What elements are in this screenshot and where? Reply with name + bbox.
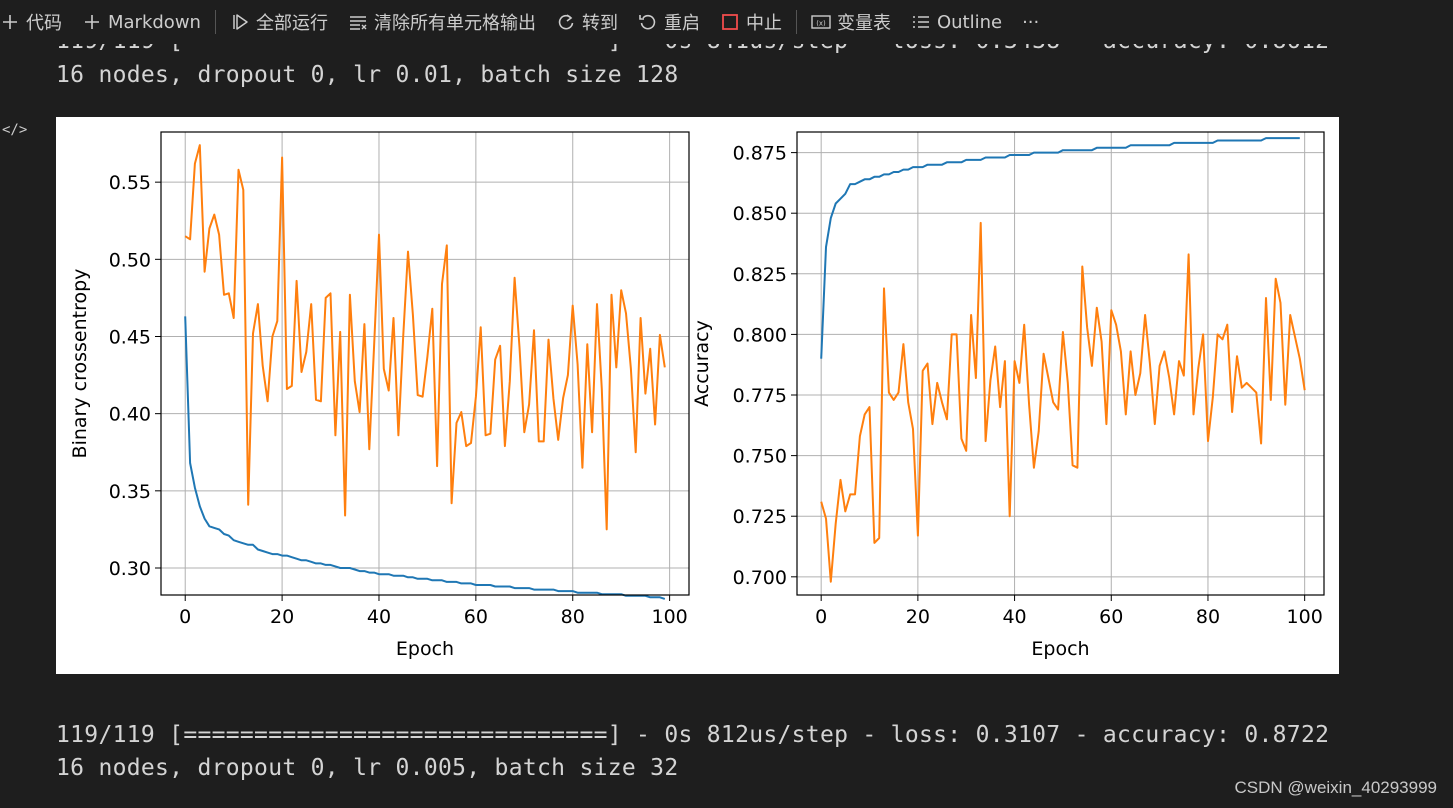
x-axis-label: Epoch — [1031, 638, 1089, 660]
add-markdown-cell-button[interactable]: Markdown — [72, 0, 211, 44]
restart-label: 重启 — [663, 13, 700, 34]
variables-label: 变量表 — [836, 13, 891, 34]
x-tick-label: 20 — [270, 606, 294, 628]
axes-frame — [160, 131, 690, 596]
outline-list-icon — [911, 12, 931, 32]
y-tick-label: 0.700 — [733, 567, 787, 589]
code-output-icon[interactable]: </> — [2, 122, 28, 138]
restart-icon — [638, 12, 658, 32]
add-code-cell-button[interactable]: 代码 — [0, 0, 72, 44]
variables-button[interactable]: (x) 变量表 — [801, 0, 901, 44]
x-tick-label: 0 — [179, 606, 191, 628]
svg-text:(x): (x) — [816, 20, 826, 28]
plus-icon — [0, 12, 20, 32]
x-axis-label: Epoch — [396, 638, 454, 660]
watermark: CSDN @weixin_40293999 — [1234, 778, 1437, 797]
y-tick-label: 0.725 — [733, 506, 787, 528]
x-tick-label: 20 — [906, 606, 930, 628]
y-tick-label: 0.850 — [733, 203, 787, 225]
figure-svg: 0 20 40 60 80 100 0.30 0.35 0.40 0.45 0.50 0.55 Epoc… — [69, 131, 1325, 660]
goto-icon — [556, 12, 576, 32]
axes-frame — [796, 131, 1325, 596]
train-series-line — [820, 137, 1300, 359]
validation-series-line — [820, 221, 1306, 583]
x-tick-label: 100 — [1287, 606, 1323, 628]
run-all-icon — [230, 12, 250, 32]
subplot-1: 0 20 40 60 80 100 0.30 0.35 0.40 0.45 0.50 0.55 Epoc… — [69, 131, 690, 660]
x-tick-label: 80 — [1196, 606, 1220, 628]
add-markdown-label: Markdown — [108, 11, 201, 33]
toolbar-divider — [214, 10, 216, 34]
restart-button[interactable]: 重启 — [628, 0, 710, 44]
y-tick-label: 0.40 — [109, 404, 151, 426]
variables-icon: (x) — [811, 12, 831, 32]
matplotlib-figure: 0 20 40 60 80 100 0.30 0.35 0.40 0.45 0.50 0.55 Epoc… — [56, 117, 1339, 674]
outline-label: Outline — [936, 11, 1003, 33]
plus-icon — [82, 12, 102, 32]
interrupt-label: 中止 — [745, 13, 782, 34]
config-output-line: 16 nodes, dropout 0, lr 0.01, batch size… — [56, 62, 679, 88]
config-output-line: 16 nodes, dropout 0, lr 0.005, batch siz… — [56, 755, 679, 781]
y-tick-label: 0.875 — [733, 143, 787, 165]
run-all-label: 全部运行 — [255, 13, 328, 34]
interrupt-button[interactable]: 中止 — [710, 0, 792, 44]
goto-label: 转到 — [581, 13, 618, 34]
more-label: ··· — [1022, 11, 1040, 33]
x-tick-label: 60 — [464, 606, 488, 628]
y-axis-label: Binary crossentropy — [69, 269, 91, 459]
training-output-line: 119/119 [==============================]… — [56, 722, 1330, 748]
goto-button[interactable]: 转到 — [546, 0, 628, 44]
clear-outputs-label: 清除所有单元格输出 — [373, 13, 536, 34]
y-tick-label: 0.825 — [733, 264, 787, 286]
y-tick-label: 0.30 — [109, 558, 151, 580]
clear-outputs-button[interactable]: 清除所有单元格输出 — [338, 0, 546, 44]
y-tick-label: 0.50 — [109, 249, 151, 271]
x-tick-label: 0 — [815, 606, 827, 628]
clear-all-icon — [348, 12, 368, 32]
y-tick-label: 0.800 — [733, 324, 787, 346]
x-tick-label: 40 — [1002, 606, 1026, 628]
validation-series-line — [184, 144, 666, 531]
toolbar-divider — [795, 10, 797, 34]
more-actions-button[interactable]: ··· — [1012, 0, 1049, 44]
y-tick-label: 0.35 — [109, 481, 151, 503]
y-tick-label: 0.55 — [109, 172, 151, 194]
x-tick-label: 80 — [561, 606, 585, 628]
stop-icon — [720, 12, 740, 32]
x-tick-label: 40 — [367, 606, 391, 628]
y-tick-label: 0.750 — [733, 446, 787, 468]
x-tick-label: 100 — [651, 606, 687, 628]
y-tick-label: 0.775 — [733, 385, 787, 407]
subplot-2: 0 20 40 60 80 100 0.700 0.725 0.750 0.775 0.800 0.8… — [691, 131, 1325, 660]
notebook-toolbar: 代码 Markdown 全部运行 清除所有单元格输出 转到 重启 中止 (x) … — [0, 0, 1453, 44]
run-all-button[interactable]: 全部运行 — [220, 0, 338, 44]
train-series-line — [184, 316, 666, 600]
x-tick-label: 60 — [1099, 606, 1123, 628]
outline-button[interactable]: Outline — [901, 0, 1012, 44]
y-tick-label: 0.45 — [109, 326, 151, 348]
add-code-label: 代码 — [26, 13, 62, 34]
y-axis-label: Accuracy — [691, 320, 713, 407]
